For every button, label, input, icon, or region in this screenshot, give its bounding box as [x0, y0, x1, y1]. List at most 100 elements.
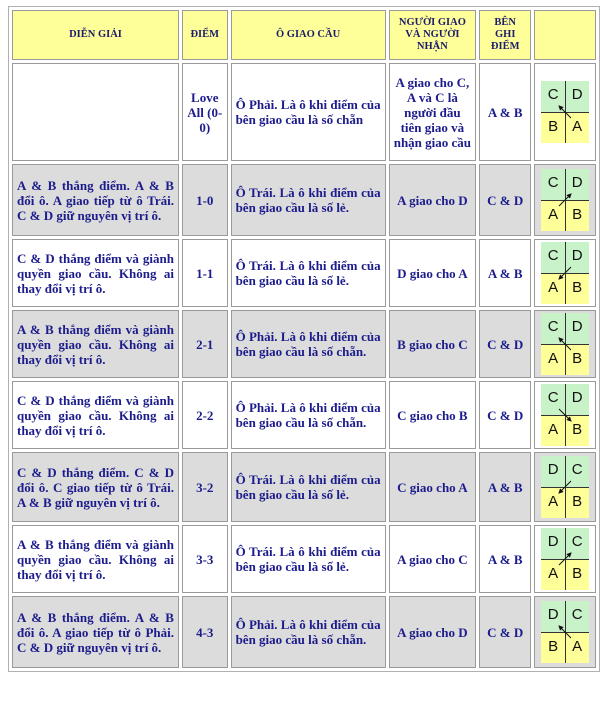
score-cell: 4-3 [181, 596, 228, 668]
explanation-cell [12, 63, 179, 161]
server-receiver-cell: C giao cho A [388, 452, 477, 522]
table-row: A & B thắng điểm và giành quyền giao cầu… [12, 525, 596, 593]
service-court-cell: Ô Phải. Là ô khi điểm của bên giao cầu l… [230, 596, 386, 668]
player-bottom-left: A [548, 350, 559, 367]
score-cell: 3-3 [181, 525, 228, 593]
player-top-right: D [571, 247, 583, 264]
serve-arrow-icon [558, 337, 572, 351]
server-receiver-cell: A giao cho C [388, 525, 477, 593]
table-row: C & D thắng điểm. C & D đổi ô. C giao ti… [12, 452, 596, 522]
player-top-left: C [547, 174, 559, 191]
service-court-cell: Ô Phải. Là ô khi điểm của bên giao cầu l… [230, 310, 386, 378]
score-cell: 2-1 [181, 310, 228, 378]
player-top-left: D [547, 606, 559, 623]
table-header-row: DIỄN GIẢI ĐIỂM Ô GIAO CẦU NGƯỜI GIAO VÀ NGƯ… [12, 10, 596, 60]
player-bottom-right: B [572, 350, 583, 367]
player-top-right: C [571, 606, 583, 623]
player-top-left: C [547, 86, 559, 103]
serve-arrow-icon [558, 105, 572, 119]
service-court-cell: Ô Trái. Là ô khi điểm của bên giao cầu l… [230, 452, 386, 522]
explanation-cell: A & B thắng điểm. A & B đổi ô. A giao ti… [12, 164, 179, 236]
player-bottom-right: B [572, 493, 583, 510]
server-receiver-cell: C giao cho B [388, 381, 477, 449]
player-top-right: D [571, 86, 583, 103]
service-court-cell: Ô Trái. Là ô khi điểm của bên giao cầu l… [230, 525, 386, 593]
table-row: A & B thắng điểm. A & B đổi ô. A giao ti… [12, 596, 596, 668]
table-row: A & B thắng điểm và giành quyền giao cầu… [12, 310, 596, 378]
player-top-right: D [571, 174, 583, 191]
header-service-court: Ô GIAO CẦU [230, 10, 386, 60]
player-bottom-left: A [548, 206, 559, 223]
serve-arrow-icon [558, 408, 572, 422]
server-receiver-cell: B giao cho C [388, 310, 477, 378]
serve-arrow-icon [558, 193, 572, 207]
player-top-left: D [547, 533, 559, 550]
serve-arrow-icon [558, 480, 572, 494]
player-bottom-right: B [572, 565, 583, 582]
player-top-left: D [547, 461, 559, 478]
player-bottom-right: B [572, 279, 583, 296]
player-top-left: C [547, 389, 559, 406]
header-explanation: DIỄN GIẢI [12, 10, 179, 60]
server-receiver-cell: A giao cho D [388, 164, 477, 236]
player-bottom-right: B [572, 421, 583, 438]
scoring-side-cell: A & B [479, 452, 532, 522]
player-bottom-right: A [572, 118, 583, 135]
player-bottom-left: A [548, 279, 559, 296]
scoring-side-cell: A & B [479, 239, 532, 307]
explanation-cell: C & D thắng điểm và giành quyền giao cầu… [12, 381, 179, 449]
serve-arrow-icon [558, 552, 572, 566]
serve-arrow-icon [558, 266, 572, 280]
explanation-cell: A & B thắng điểm. A & B đổi ô. A giao ti… [12, 596, 179, 668]
service-court-cell: Ô Phải. Là ô khi điểm của bên giao cầu l… [230, 63, 386, 161]
header-scoring-side: BÊN GHI ĐIỂM [479, 10, 532, 60]
header-court [534, 10, 596, 60]
player-top-right: C [571, 533, 583, 550]
scoring-side-cell: A & B [479, 63, 532, 161]
table-row: Love All (0-0) Ô Phải. Là ô khi điểm của … [12, 63, 596, 161]
service-court-cell: Ô Trái. Là ô khi điểm của bên giao cầu l… [230, 164, 386, 236]
score-cell: Love All (0-0) [181, 63, 228, 161]
scoring-side-cell: A & B [479, 525, 532, 593]
player-top-left: C [547, 247, 559, 264]
score-cell: 2-2 [181, 381, 228, 449]
table-row: C & D thắng điểm và giành quyền giao cầu… [12, 239, 596, 307]
player-bottom-left: A [548, 421, 559, 438]
server-receiver-cell: D giao cho A [388, 239, 477, 307]
explanation-cell: C & D thắng điểm. C & D đổi ô. C giao ti… [12, 452, 179, 522]
header-score: ĐIỂM [181, 10, 228, 60]
player-bottom-left: A [548, 493, 559, 510]
service-court-cell: Ô Phải. Là ô khi điểm của bên giao cầu l… [230, 381, 386, 449]
table-row: C & D thắng điểm và giành quyền giao cầu… [12, 381, 596, 449]
serve-arrow-icon [558, 625, 572, 639]
player-bottom-left: A [548, 565, 559, 582]
scoring-side-cell: C & D [479, 596, 532, 668]
score-cell: 3-2 [181, 452, 228, 522]
score-cell: 1-0 [181, 164, 228, 236]
scoring-side-cell: C & D [479, 381, 532, 449]
explanation-cell: A & B thắng điểm và giành quyền giao cầu… [12, 525, 179, 593]
scoring-side-cell: C & D [479, 310, 532, 378]
player-top-left: C [547, 318, 559, 335]
server-receiver-cell: A giao cho D [388, 596, 477, 668]
score-cell: 1-1 [181, 239, 228, 307]
player-top-right: C [571, 461, 583, 478]
player-top-right: D [571, 318, 583, 335]
server-receiver-cell: A giao cho C, A và C là người đầu tiên g… [388, 63, 477, 161]
player-bottom-left: B [548, 118, 559, 135]
service-court-cell: Ô Trái. Là ô khi điểm của bên giao cầu l… [230, 239, 386, 307]
scoring-side-cell: C & D [479, 164, 532, 236]
